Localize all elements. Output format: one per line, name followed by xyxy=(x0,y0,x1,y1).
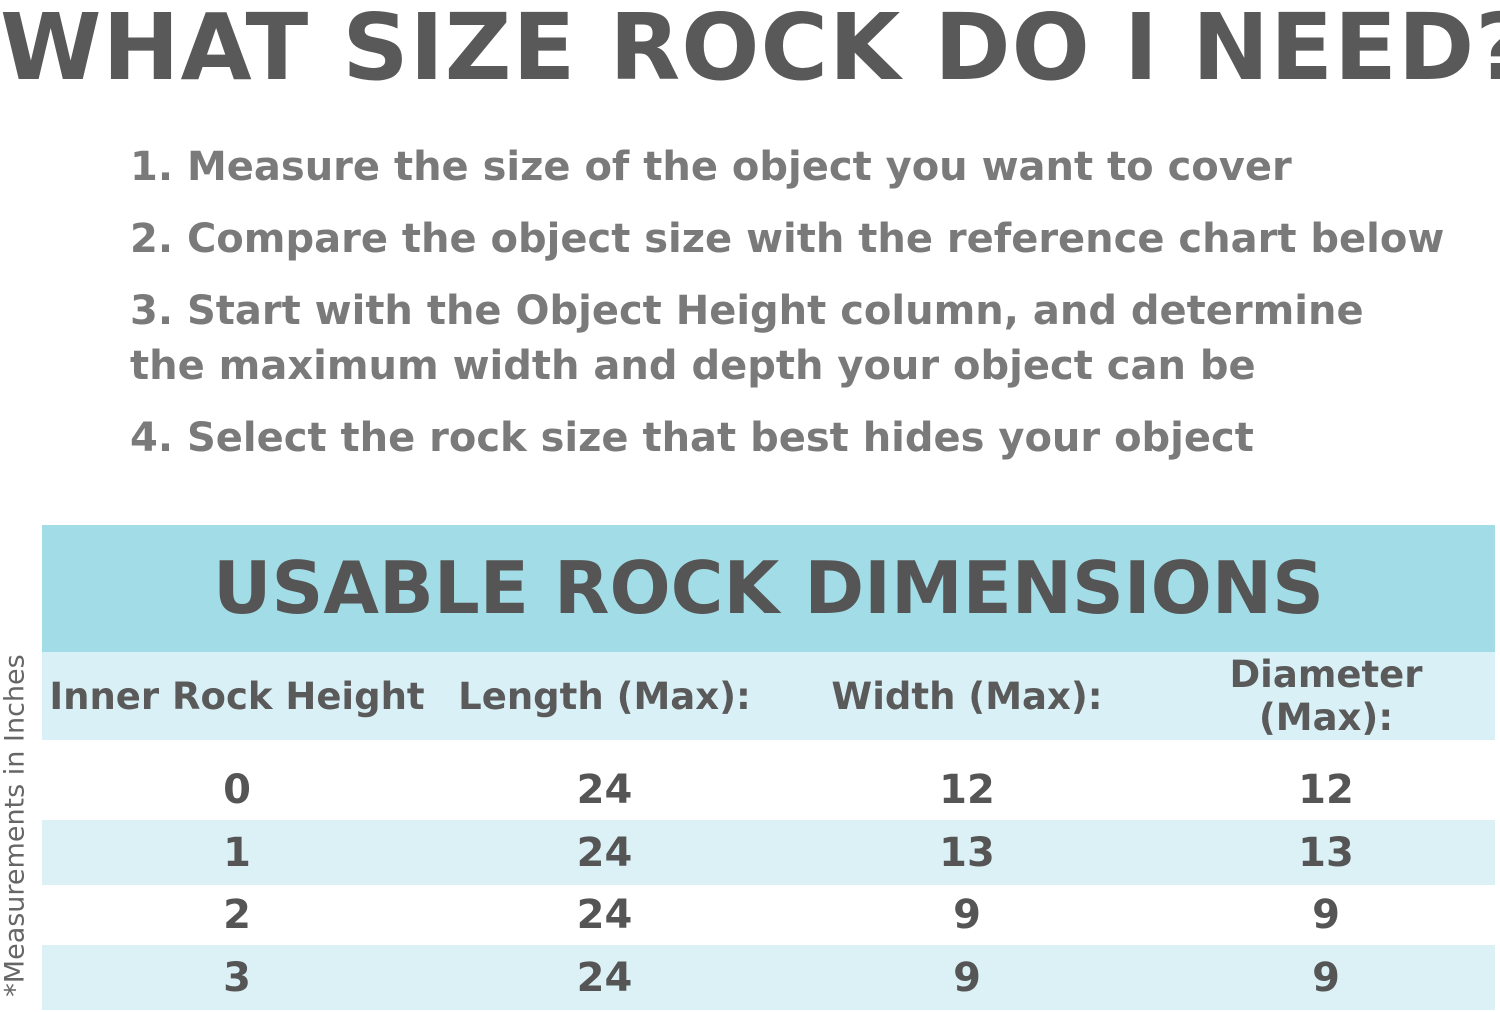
table-header: Inner Rock Height Length (Max): Width (M… xyxy=(42,652,1495,740)
header-length: Length (Max): xyxy=(458,674,751,718)
table-row: 1 24 13 13 xyxy=(42,820,1495,885)
cell-width: 9 xyxy=(953,954,981,1001)
cell-diameter: 12 xyxy=(1298,767,1354,813)
cell-length: 24 xyxy=(576,767,633,813)
table-title: USABLE ROCK DIMENSIONS xyxy=(42,525,1495,652)
cell-width: 12 xyxy=(939,767,995,813)
header-height: Inner Rock Height xyxy=(49,674,425,718)
cell-height: 1 xyxy=(223,829,251,876)
cell-length: 24 xyxy=(576,829,633,876)
dimensions-table: USABLE ROCK DIMENSIONS Inner Rock Height… xyxy=(42,525,1495,1010)
header-width: Width (Max): xyxy=(831,674,1103,718)
cell-width: 13 xyxy=(939,829,995,876)
cell-height: 2 xyxy=(223,892,251,938)
step-2: 2. Compare the object size with the refe… xyxy=(130,216,1445,262)
cell-diameter: 9 xyxy=(1312,892,1340,938)
cell-height: 3 xyxy=(223,954,251,1001)
step-3: 3. Start with the Object Height column, … xyxy=(130,288,1364,389)
cell-diameter: 13 xyxy=(1298,829,1354,876)
table-row: 3 24 9 9 xyxy=(42,945,1495,1010)
step-1: 1. Measure the size of the object you wa… xyxy=(130,144,1292,190)
page-title: WHAT SIZE ROCK DO I NEED? xyxy=(0,0,1500,101)
cell-length: 24 xyxy=(576,892,633,938)
table-row: 2 24 9 9 xyxy=(42,885,1495,945)
step-4: 4. Select the rock size that best hides … xyxy=(130,415,1254,461)
cell-length: 24 xyxy=(576,954,633,1001)
table-row: 0 24 12 12 xyxy=(42,740,1495,820)
cell-height: 0 xyxy=(223,767,251,813)
cell-diameter: 9 xyxy=(1312,954,1340,1001)
header-diameter: Diameter (Max): xyxy=(1229,653,1423,739)
measurement-note: *Measurements in Inches xyxy=(0,654,31,997)
cell-width: 9 xyxy=(953,892,981,938)
instructions-list: 1. Measure the size of the object you wa… xyxy=(130,140,1450,483)
